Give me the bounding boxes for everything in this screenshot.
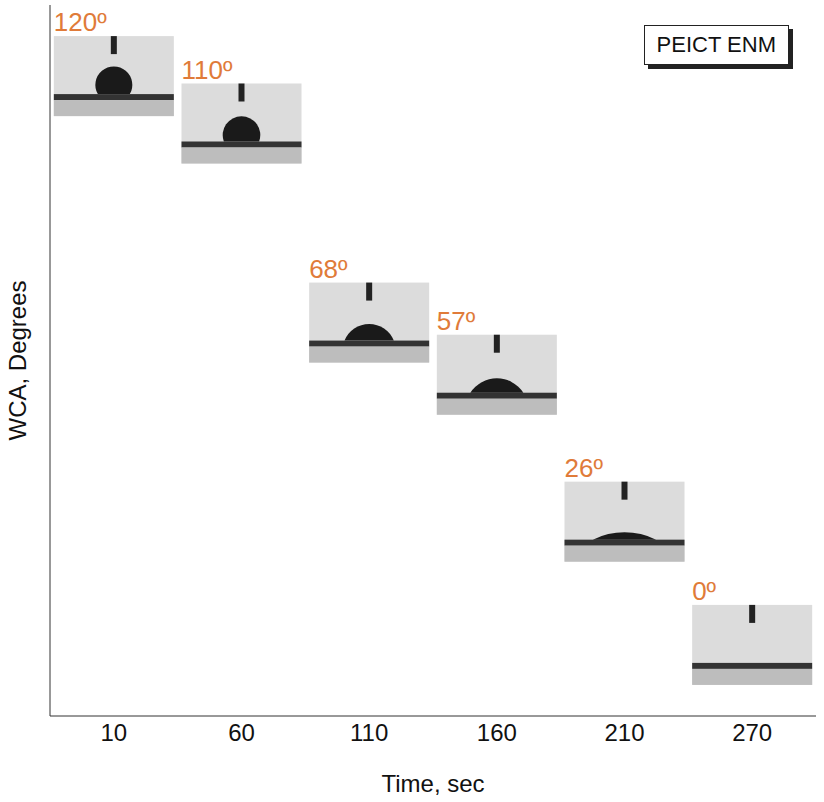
svg-text:57º: 57º	[437, 306, 476, 336]
svg-text:68º: 68º	[309, 254, 348, 284]
svg-text:WCA, Degrees: WCA, Degrees	[4, 280, 31, 440]
svg-text:210: 210	[604, 719, 644, 746]
svg-text:110: 110	[350, 719, 388, 746]
svg-text:0º: 0º	[692, 576, 716, 606]
svg-text:Time, sec: Time, sec	[381, 770, 484, 797]
html-text:PEICT ENM: PEICT ENM	[656, 32, 776, 57]
svg-text:110º: 110º	[182, 55, 233, 85]
svg-text:60: 60	[228, 719, 255, 746]
svg-text:10: 10	[100, 719, 127, 746]
svg-text:120º: 120º	[54, 7, 107, 37]
svg-text:160: 160	[477, 719, 517, 746]
svg-text:270: 270	[732, 719, 772, 746]
svg-text:26º: 26º	[565, 453, 604, 483]
